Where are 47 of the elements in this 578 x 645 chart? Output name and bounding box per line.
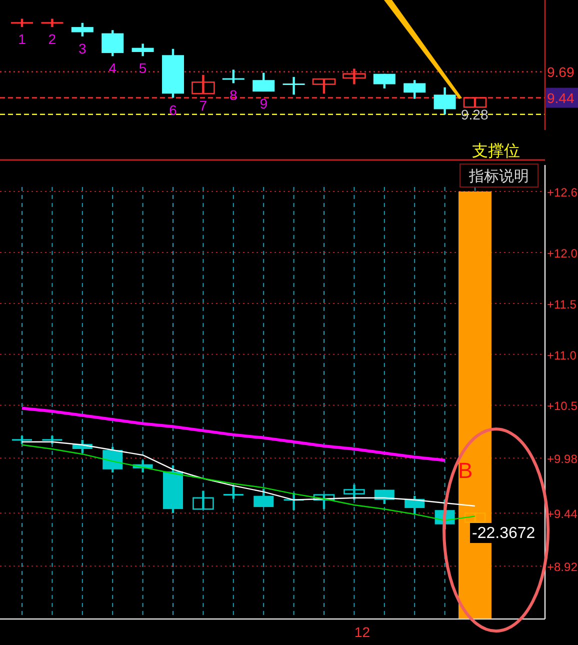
y-tick-label: +12.6 <box>547 185 578 200</box>
candlestick <box>222 484 244 500</box>
y-tick-label: 9.69 <box>547 64 574 80</box>
line-series <box>21 441 476 507</box>
y-tick-label: +9.98 <box>547 452 578 466</box>
text: 9 <box>260 96 268 112</box>
annotation: 9.28 <box>461 106 488 122</box>
y-tick-label: +11.0 <box>547 348 577 362</box>
candlestick <box>192 74 215 95</box>
y-tick-label: 9.44 <box>547 90 574 106</box>
y-tick-label: +9.44 <box>547 507 578 522</box>
candlestick <box>434 86 456 116</box>
text: 6 <box>169 102 177 118</box>
candlestick <box>342 68 366 86</box>
x-tick-label: 12 <box>354 624 370 640</box>
candlestick <box>102 29 124 58</box>
candlestick <box>132 42 154 58</box>
text: 支撑位 <box>472 142 520 160</box>
candlestick <box>373 72 396 90</box>
text: 3 <box>78 40 86 56</box>
candlestick <box>40 18 64 28</box>
text: 7 <box>199 98 208 114</box>
annotation: 指标说明 <box>468 168 529 185</box>
candlestick <box>222 68 246 84</box>
text: 2 <box>48 31 56 48</box>
candlestick <box>404 78 426 100</box>
candlestick <box>252 72 275 93</box>
y-tick-label: +12.0 <box>547 246 578 261</box>
text: 4 <box>108 60 116 76</box>
candlestick <box>313 494 335 510</box>
annotation: B <box>458 458 473 483</box>
candlestick <box>102 446 123 474</box>
candlestick <box>374 488 394 506</box>
annotation: -22.3672 <box>472 525 536 542</box>
y-tick-label: +10.5 <box>547 399 578 414</box>
candlestick <box>312 78 336 95</box>
candlestick <box>71 22 94 38</box>
candlestick <box>192 490 214 510</box>
candlestick <box>344 484 365 501</box>
candlestick <box>464 512 486 524</box>
y-tick-label: +8.92 <box>547 560 578 574</box>
candlestick <box>254 488 274 508</box>
text: 5 <box>138 60 147 76</box>
line-series <box>20 406 446 462</box>
text: 1 <box>18 31 26 48</box>
y-tick-label: +11.5 <box>547 297 577 312</box>
candlestick <box>282 76 306 96</box>
